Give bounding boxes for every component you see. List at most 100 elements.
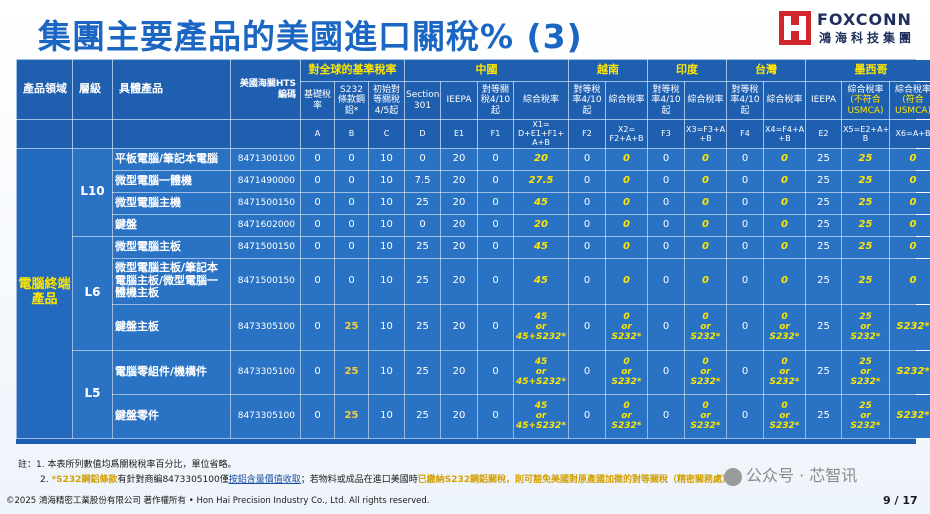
rate-cell: 0	[763, 235, 807, 259]
rate-cell: 10	[367, 169, 406, 193]
rate-cell: 0	[568, 303, 607, 351]
header-sub: 綜合稅率	[605, 81, 649, 120]
rate-cell: 0	[334, 213, 369, 237]
table-row: 微型電腦主機 8471500150 0 0 10 25 20 0 45 0 0 0 0 0 0 25 25 0	[17, 191, 930, 215]
rate-cell: 0	[300, 191, 335, 215]
header-sub: IEEPA	[805, 81, 843, 120]
header-sub: 綜合稅率	[513, 81, 570, 120]
column-letter: X4=F4+A +B	[763, 119, 807, 149]
rate-cell: 20	[440, 303, 479, 351]
rate-cell: 25	[841, 169, 891, 193]
rate-cell: 0	[477, 147, 515, 171]
product-name: 電腦零組件/機構件	[112, 349, 231, 395]
rate-cell: 0	[568, 235, 607, 259]
column-letter: X1= D+E1+F1+ A+B	[513, 119, 570, 149]
header-sub: 綜合稅率 (不符合USMCA)	[841, 81, 891, 120]
rate-cell: 0	[684, 147, 728, 171]
column-letter: X2= F2+A+B	[605, 119, 649, 149]
rate-cell: 25	[841, 213, 891, 237]
rate-cell: 0	[477, 257, 515, 305]
rate-cell: 0	[300, 147, 335, 171]
letter-spacer	[112, 119, 231, 149]
rate-cell: 25	[805, 169, 843, 193]
logo-chinese: 鴻海科技集團	[819, 31, 916, 45]
rate-cell: 25	[805, 213, 843, 237]
rate-cell: 27.5	[513, 169, 570, 193]
header-sub: 對等關稅4/10起	[477, 81, 515, 120]
rate-cell: 25 or S232*	[841, 393, 891, 439]
rate-cell: 45 or 45+S232*	[513, 393, 570, 439]
note-2-exempt: 已繳納S232鋼鋁關稅，則可豁免美國對原產國加徵的對等關稅（精密關務處）	[417, 475, 727, 485]
rate-cell: 0	[300, 349, 335, 395]
column-letter: X5=E2+A+ B	[841, 119, 891, 149]
rate-cell: 0 or S232*	[605, 393, 649, 439]
rate-cell: 0	[477, 235, 515, 259]
header-sub: 綜合稅率	[763, 81, 807, 120]
letter-spacer	[72, 119, 113, 149]
rate-cell: 7.5	[404, 169, 442, 193]
rate-cell: 25	[841, 235, 891, 259]
group-mexico: 墨西哥	[805, 59, 930, 82]
rate-cell: 25	[841, 191, 891, 215]
rate-cell: 25	[841, 147, 891, 171]
rate-cell: 20	[440, 147, 479, 171]
rate-cell: 0	[889, 213, 930, 237]
rate-cell: 25 or S232*	[841, 349, 891, 395]
rate-cell: 0	[477, 213, 515, 237]
rate-cell: 0	[763, 213, 807, 237]
rate-cell: 0	[647, 257, 686, 305]
group-china: 中國	[404, 59, 570, 82]
rate-cell: 0 or S232*	[684, 303, 728, 351]
rate-cell: 0 or S232*	[684, 393, 728, 439]
group-india: 印度	[647, 59, 728, 82]
rate-cell: 25	[805, 303, 843, 351]
header-sub-label: 綜合稅率	[847, 84, 884, 95]
rate-cell: 0	[726, 147, 765, 171]
column-letter: A	[300, 119, 335, 149]
product-name: 微型電腦主板/筆記本電腦主板/微型電腦一體機主板	[112, 257, 231, 305]
header-sub: 對等稅率4/10起	[647, 81, 686, 120]
header-sub: S232條款鋼鋁*	[334, 81, 369, 120]
product-name: 鍵盤零件	[112, 393, 231, 439]
rate-cell: 0	[605, 213, 649, 237]
rate-cell: 0	[684, 257, 728, 305]
header-sub: 綜合稅率 (符合USMCA)	[889, 81, 930, 120]
rate-cell: 0	[684, 235, 728, 259]
rate-cell: 0	[647, 213, 686, 237]
rate-cell: 0	[605, 147, 649, 171]
page-title: 集團主要產品的美國進口關稅% (3)	[38, 17, 583, 56]
rate-cell: 20	[513, 213, 570, 237]
header-hts: 美國海關HTS編碼	[230, 59, 301, 120]
rate-cell: 45	[513, 235, 570, 259]
rate-cell: 0	[726, 235, 765, 259]
rate-cell: 0	[647, 235, 686, 259]
column-letter: X3=F3+A +B	[684, 119, 728, 149]
rate-cell: 0	[605, 235, 649, 259]
rate-cell: 45 or 45+S232*	[513, 303, 570, 351]
group-global: 對全球的基準稅率	[299, 59, 406, 82]
column-letter: B	[334, 119, 369, 149]
rate-cell: 45	[513, 257, 570, 305]
level-cell: L6	[72, 235, 113, 351]
table-row: 鍵盤 8471602000 0 0 10 0 20 0 20 0 0 0 0 0 0 25 25 0	[17, 213, 930, 237]
rate-cell: 25	[404, 349, 442, 395]
hts-code: 8473305100	[230, 303, 301, 351]
hts-code: 8471602000	[230, 213, 301, 237]
column-letter: D	[404, 119, 442, 149]
header-sub-label: 綜合稅率	[895, 84, 930, 95]
group-vietnam: 越南	[568, 59, 649, 82]
rate-cell: 10	[367, 213, 406, 237]
rate-cell: 20	[440, 213, 479, 237]
rate-cell: 0	[477, 349, 515, 395]
rate-cell: 0	[477, 169, 515, 193]
rate-cell: 0	[726, 393, 765, 439]
watermark-text: 公众号 · 芯智讯	[746, 466, 858, 485]
rate-cell: 0	[647, 191, 686, 215]
hts-code: 8473305100	[230, 349, 301, 395]
header-sub-note: (符合USMCA)	[895, 95, 930, 116]
rate-cell: 0	[568, 169, 607, 193]
rate-cell: 20	[440, 235, 479, 259]
notes-prefix: 註：	[18, 460, 37, 470]
rate-cell: 0	[726, 169, 765, 193]
product-name: 微型電腦一體機	[112, 169, 231, 193]
